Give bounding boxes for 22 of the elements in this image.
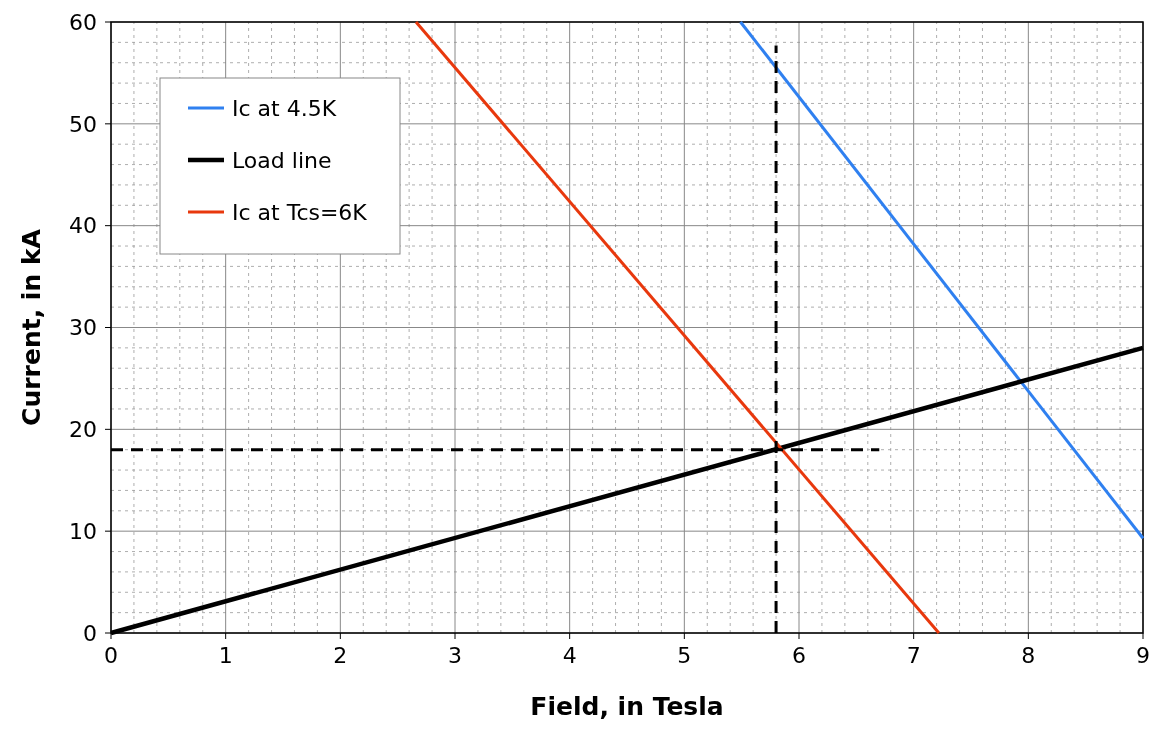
- x-tick-label: 6: [792, 643, 806, 668]
- x-axis-title: Field, in Tesla: [530, 692, 724, 721]
- x-tick-label: 3: [448, 643, 462, 668]
- x-tick-label: 1: [218, 643, 233, 668]
- x-tick-label: 8: [1021, 643, 1036, 668]
- x-tick-label: 0: [104, 643, 118, 668]
- y-tick-label: 30: [69, 315, 97, 341]
- x-tick-label: 5: [677, 643, 692, 668]
- legend-label: Ic at Tcs=6K: [232, 199, 368, 225]
- legend-label: Load line: [232, 147, 332, 173]
- y-tick-label: 10: [69, 518, 97, 544]
- y-tick-label: 40: [69, 213, 97, 239]
- y-tick-label: 60: [69, 9, 97, 35]
- x-tick-label: 4: [562, 643, 577, 668]
- x-tick-label: 9: [1136, 643, 1150, 668]
- y-tick-label: 20: [69, 417, 97, 443]
- y-tick-label: 50: [69, 111, 97, 137]
- x-tick-label: 7: [906, 643, 921, 668]
- y-tick-label: 0: [83, 620, 97, 646]
- x-tick-label: 2: [333, 643, 348, 668]
- legend-label: Ic at 4.5K: [232, 95, 337, 121]
- y-axis-title: Current, in kA: [17, 228, 46, 426]
